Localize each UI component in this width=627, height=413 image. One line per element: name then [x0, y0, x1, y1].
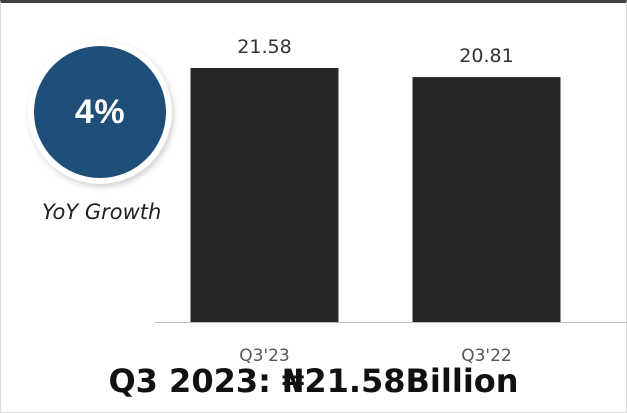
data-label-2: 20.81: [459, 45, 513, 67]
bar-2: [412, 77, 561, 322]
category-label-1: Q3'23: [239, 346, 290, 366]
data-label-1: 21.58: [237, 36, 291, 58]
growth-badge-circle: 4%: [34, 46, 166, 178]
footer-title: Q3 2023: ₦21.58Billion: [108, 362, 519, 400]
bar-1: [190, 68, 339, 322]
growth-value: 4%: [74, 92, 126, 131]
growth-badge: 4%: [28, 40, 172, 184]
category-label-2: Q3'22: [461, 346, 512, 366]
growth-label: YoY Growth: [42, 200, 162, 224]
